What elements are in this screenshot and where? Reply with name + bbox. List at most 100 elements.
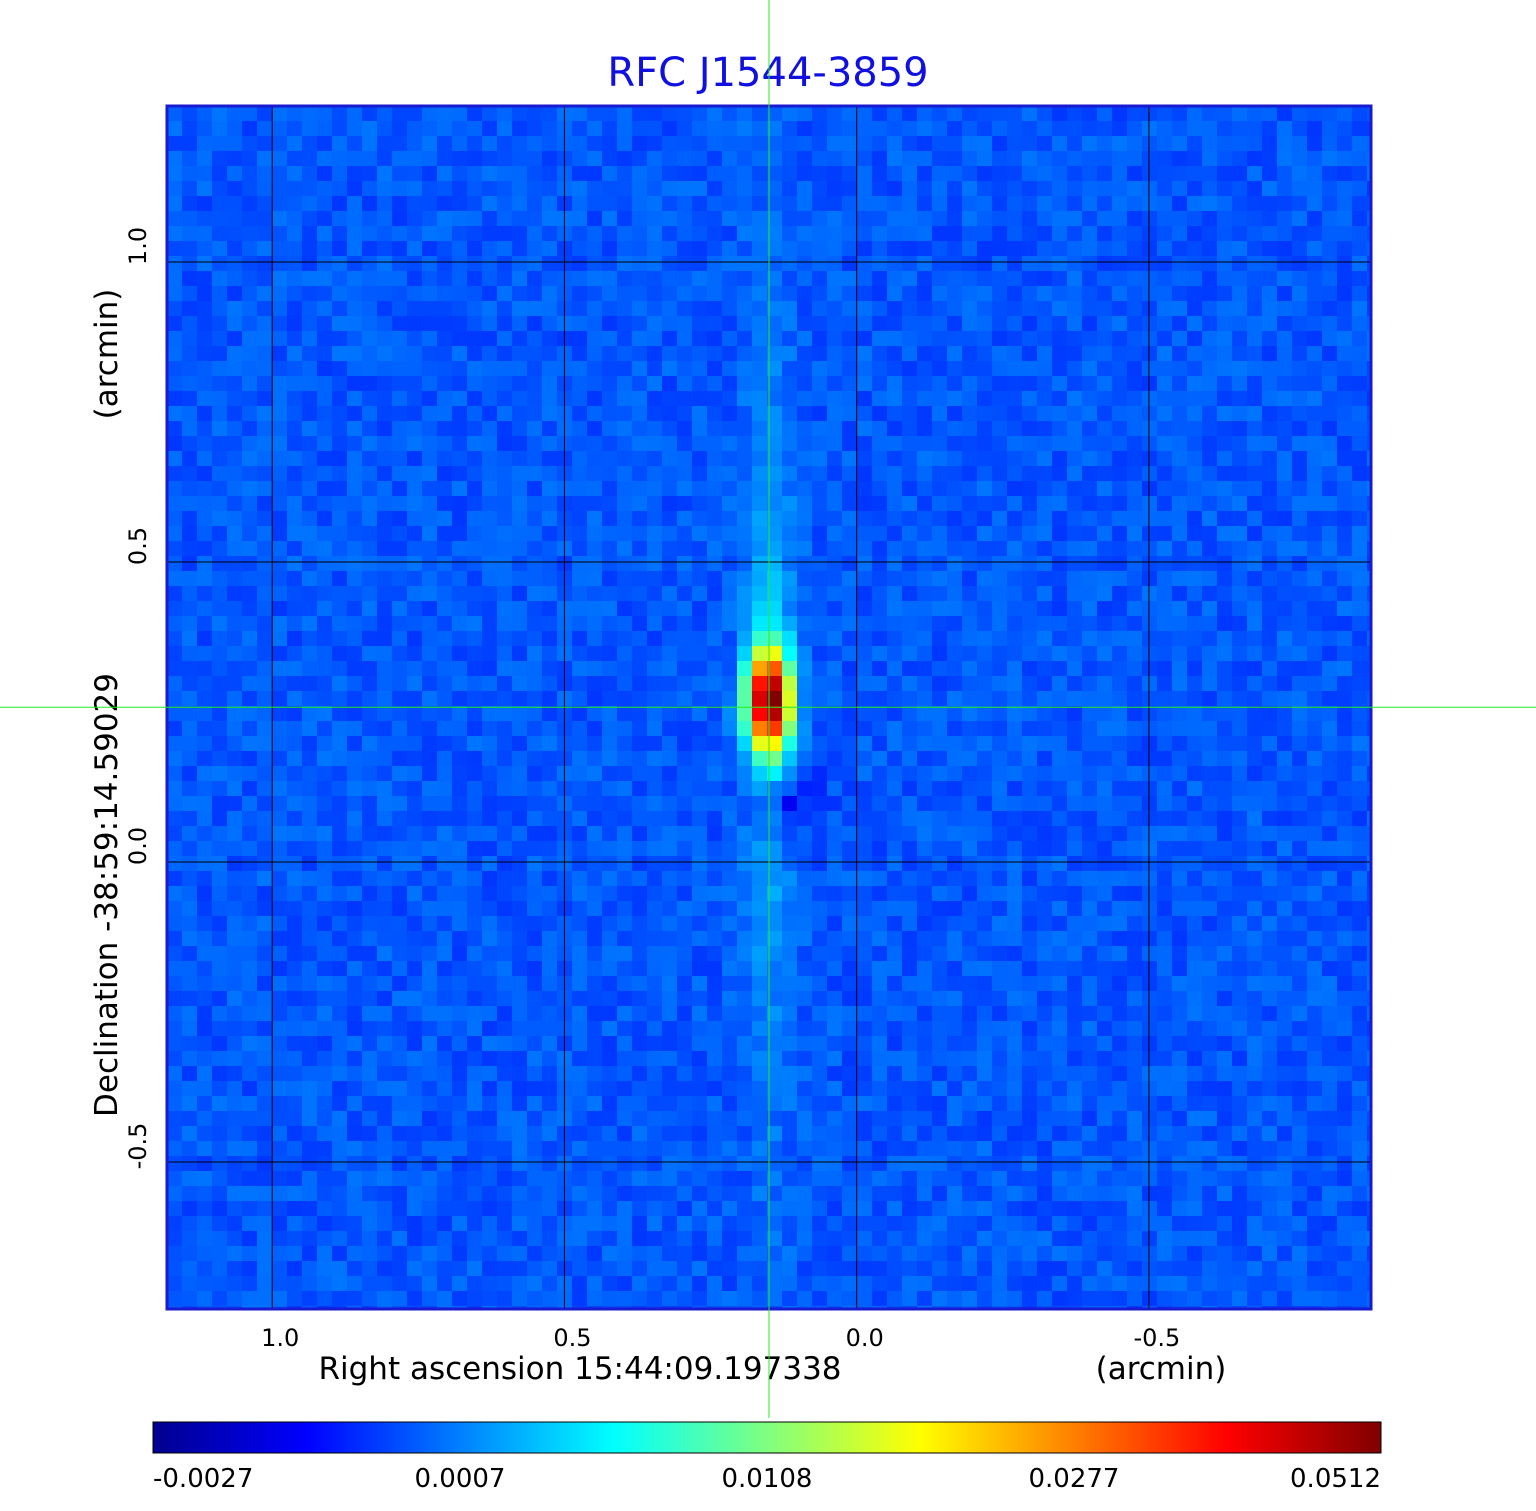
image-pixel	[1157, 271, 1173, 287]
image-pixel	[1097, 481, 1113, 497]
image-pixel	[227, 826, 243, 842]
image-pixel	[542, 706, 558, 722]
image-pixel	[572, 271, 588, 287]
image-pixel	[677, 541, 693, 557]
image-pixel	[1217, 631, 1233, 647]
image-pixel	[1232, 256, 1248, 272]
image-pixel	[887, 601, 903, 617]
image-pixel	[407, 466, 423, 482]
image-pixel	[467, 796, 483, 812]
image-pixel	[1052, 241, 1068, 257]
image-pixel	[1337, 751, 1353, 767]
image-pixel	[182, 496, 198, 512]
image-pixel	[1202, 691, 1218, 707]
image-pixel	[1277, 391, 1293, 407]
image-pixel	[857, 301, 873, 317]
image-pixel	[842, 586, 858, 602]
image-pixel	[1307, 361, 1323, 377]
image-pixel	[1067, 346, 1083, 362]
image-pixel	[992, 751, 1008, 767]
image-pixel	[872, 691, 888, 707]
image-pixel	[1352, 811, 1368, 827]
image-pixel	[1367, 856, 1372, 872]
image-pixel	[662, 496, 678, 512]
image-pixel	[1007, 496, 1023, 512]
image-pixel	[1217, 181, 1233, 197]
image-pixel	[1082, 931, 1098, 947]
image-pixel	[932, 376, 948, 392]
image-pixel	[1052, 886, 1068, 902]
image-pixel	[722, 271, 738, 287]
image-pixel	[1037, 391, 1053, 407]
image-pixel	[1127, 931, 1143, 947]
image-pixel	[1187, 511, 1203, 527]
image-pixel	[1367, 271, 1372, 287]
image-pixel	[1187, 346, 1203, 362]
image-pixel	[437, 721, 453, 737]
image-pixel	[887, 706, 903, 722]
image-pixel	[692, 691, 708, 707]
image-pixel	[797, 601, 813, 617]
image-pixel	[647, 991, 663, 1007]
image-pixel	[767, 496, 783, 512]
image-pixel	[737, 181, 753, 197]
image-pixel	[722, 901, 738, 917]
image-pixel	[197, 916, 213, 932]
image-pixel	[1037, 346, 1053, 362]
image-pixel	[437, 466, 453, 482]
image-pixel	[767, 106, 783, 122]
image-pixel	[482, 136, 498, 152]
image-pixel	[482, 361, 498, 377]
image-pixel	[677, 871, 693, 887]
image-pixel	[392, 796, 408, 812]
image-pixel	[932, 226, 948, 242]
image-pixel	[572, 871, 588, 887]
image-pixel	[1127, 811, 1143, 827]
image-pixel	[347, 331, 363, 347]
image-pixel	[362, 376, 378, 392]
image-pixel	[632, 136, 648, 152]
image-pixel	[452, 901, 468, 917]
image-pixel	[812, 766, 828, 782]
image-pixel	[167, 721, 183, 737]
image-pixel	[767, 121, 783, 137]
image-pixel	[737, 871, 753, 887]
image-pixel	[197, 136, 213, 152]
image-pixel	[1337, 511, 1353, 527]
image-pixel	[662, 946, 678, 962]
image-pixel	[512, 796, 528, 812]
image-pixel	[302, 916, 318, 932]
image-pixel	[272, 676, 288, 692]
image-pixel	[527, 511, 543, 527]
image-pixel	[1172, 241, 1188, 257]
image-pixel	[782, 751, 798, 767]
image-pixel	[1307, 631, 1323, 647]
image-pixel	[707, 706, 723, 722]
image-pixel	[647, 841, 663, 857]
image-pixel	[587, 646, 603, 662]
image-pixel	[1322, 691, 1338, 707]
image-pixel	[1367, 721, 1372, 737]
image-pixel	[1007, 136, 1023, 152]
image-pixel	[737, 256, 753, 272]
image-pixel	[1082, 166, 1098, 182]
image-pixel	[1277, 691, 1293, 707]
image-pixel	[737, 451, 753, 467]
image-pixel	[392, 541, 408, 557]
image-pixel	[242, 931, 258, 947]
image-pixel	[1292, 556, 1308, 572]
image-pixel	[992, 181, 1008, 197]
image-pixel	[302, 511, 318, 527]
image-pixel	[752, 781, 768, 797]
image-pixel	[212, 841, 228, 857]
image-pixel	[602, 766, 618, 782]
image-pixel	[197, 316, 213, 332]
image-pixel	[1097, 361, 1113, 377]
image-pixel	[782, 856, 798, 872]
image-pixel	[1277, 421, 1293, 437]
image-pixel	[782, 976, 798, 992]
image-pixel	[1337, 526, 1353, 542]
image-pixel	[1112, 826, 1128, 842]
image-pixel	[332, 466, 348, 482]
image-pixel	[512, 616, 528, 632]
